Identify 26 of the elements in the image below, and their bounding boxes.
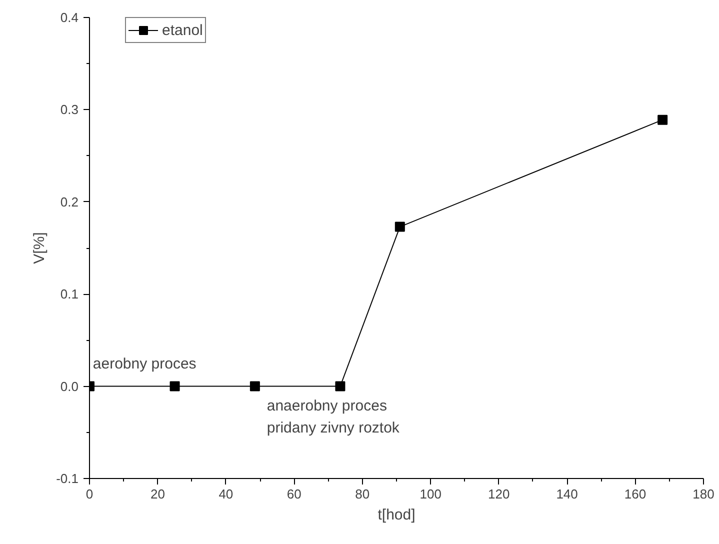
y-tick-label: 0.0 [60, 378, 79, 394]
x-tick-label: 80 [355, 486, 370, 502]
y-tick-label: 0.2 [60, 194, 79, 210]
annotation: anaerobny proces pridany zivny roztok [266, 397, 400, 436]
y-tick-label: -0.1 [56, 471, 79, 486]
x-tick-label: 100 [420, 486, 442, 502]
x-tick-label: 0 [86, 486, 94, 502]
point [658, 114, 668, 125]
annotation: aerobny proces [92, 355, 196, 372]
x-tick-label: 160 [624, 486, 646, 502]
y-tick-label: 0.1 [60, 286, 79, 302]
point [170, 381, 180, 392]
x-tick-label: 120 [488, 486, 510, 502]
x-tick-label: 180 [692, 486, 714, 502]
legend-label: etanol [162, 22, 203, 38]
point [394, 222, 405, 232]
x-tick-label: 20 [150, 486, 165, 502]
x-tick-label: 140 [556, 486, 578, 502]
y-axis-title: V[%] [31, 232, 48, 264]
y-tick-label: 0.4 [60, 10, 79, 25]
x-tick-label: 60 [286, 486, 302, 502]
point [335, 381, 346, 392]
y-tick-label: 0.3 [60, 102, 79, 118]
point [250, 381, 260, 392]
x-tick-label: 40 [218, 486, 234, 502]
x-axis-title: t[hod] [378, 506, 416, 524]
